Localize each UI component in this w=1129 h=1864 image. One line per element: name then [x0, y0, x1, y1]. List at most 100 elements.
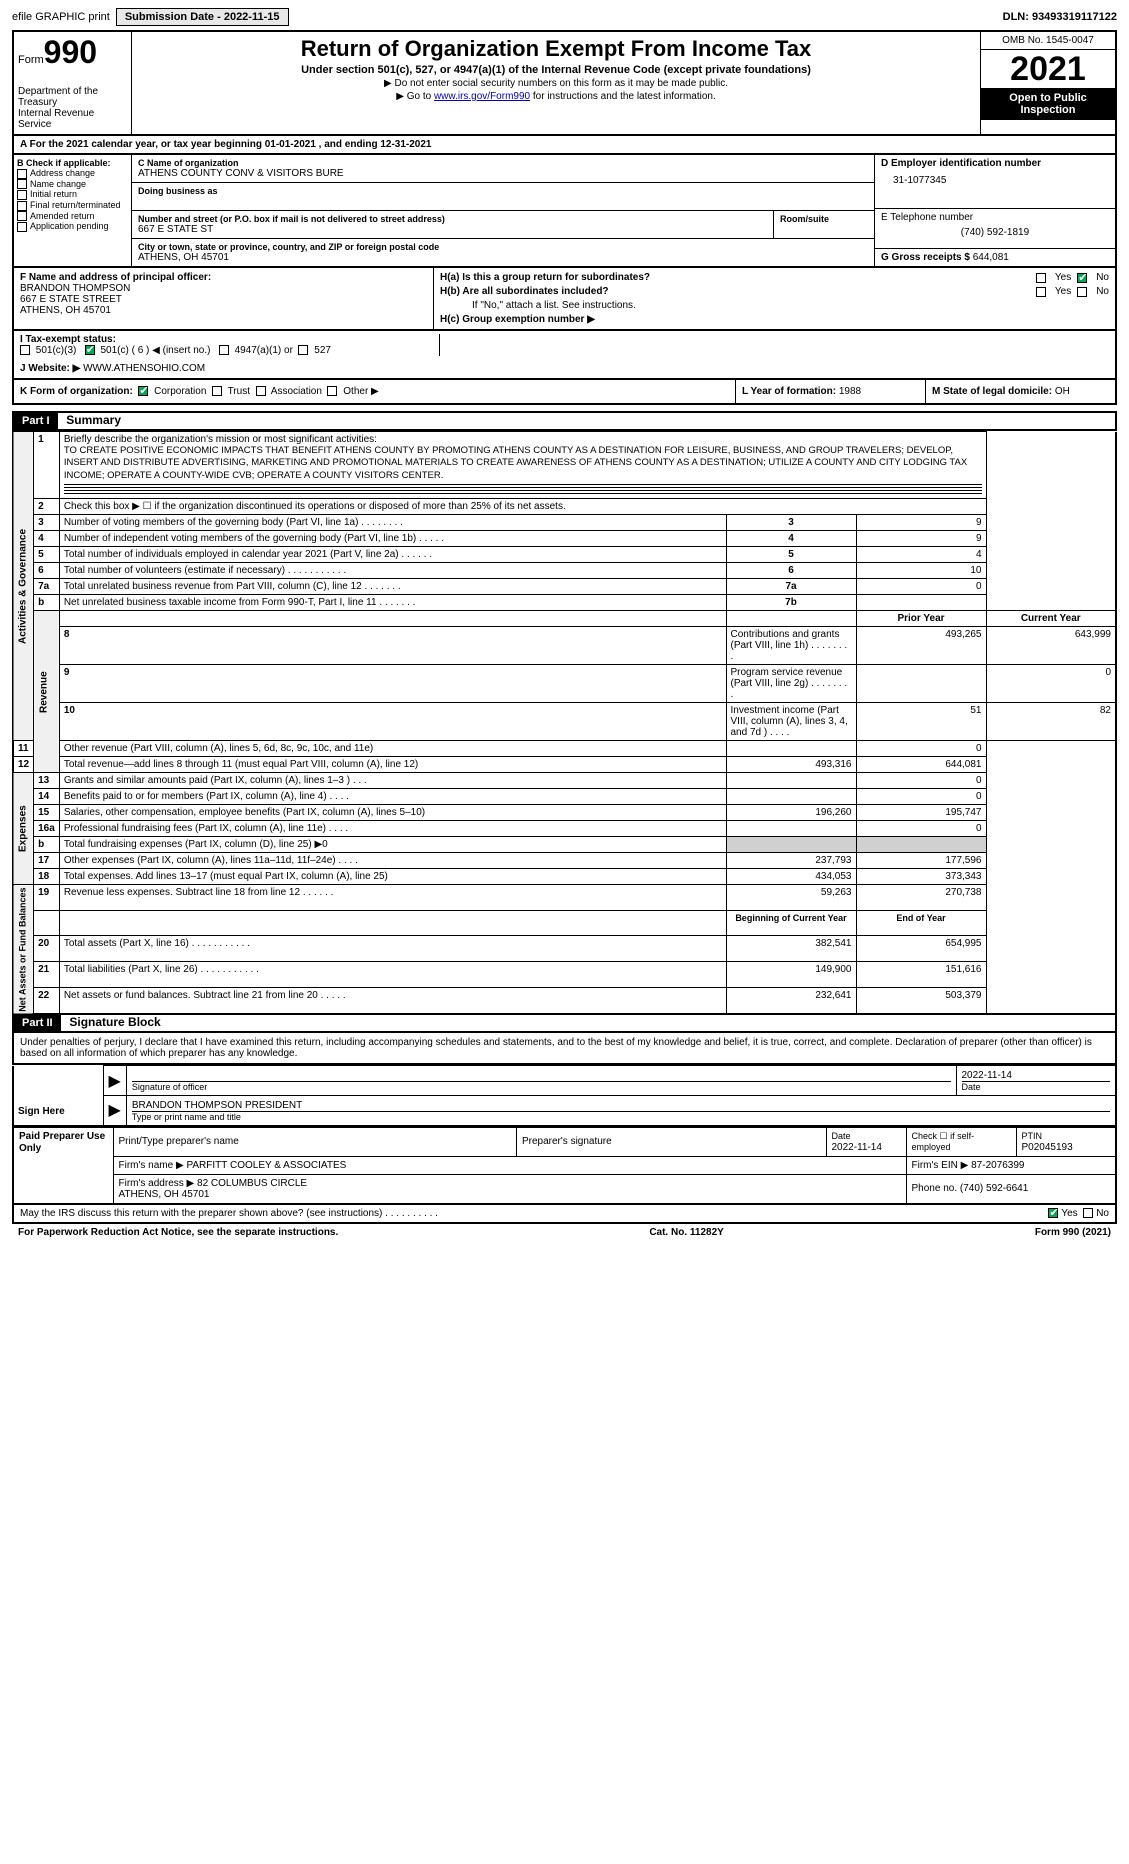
f-label: F Name and address of principal officer:: [20, 272, 427, 283]
line-2-num: 2: [38, 501, 44, 512]
top-bar: efile GRAPHIC print Submission Date - 20…: [12, 8, 1117, 26]
sig-date: 2022-11-14: [962, 1070, 1111, 1081]
dln-label: DLN: 93493319117122: [1003, 11, 1117, 23]
line-4-val: 9: [856, 531, 986, 547]
line-7a-text: Total unrelated business revenue from Pa…: [59, 579, 726, 595]
line-19-current: 270,738: [856, 885, 986, 911]
k-label: K Form of organization:: [20, 386, 133, 397]
k-trust: Trust: [228, 386, 250, 397]
line-11-prior: [726, 741, 856, 757]
cb-addr-change: Address change: [30, 168, 95, 178]
line-11-num: 11: [18, 743, 29, 754]
box-b: B Check if applicable: Address change Na…: [14, 155, 132, 266]
line-8-prior: 493,265: [856, 627, 986, 665]
form-title: Return of Organization Exempt From Incom…: [140, 36, 972, 62]
line-16b-prior: [726, 837, 856, 853]
city-state-zip: ATHENS, OH 45701: [138, 252, 868, 263]
officer-name: BRANDON THOMPSON: [20, 283, 427, 294]
line-16a-prior: [726, 821, 856, 837]
i-501c: 501(c) ( 6 ) ◀ (insert no.): [100, 345, 210, 356]
line-13-prior: [726, 773, 856, 789]
hc-label: H(c) Group exemption number ▶: [440, 314, 1109, 325]
k-assoc: Association: [271, 386, 322, 397]
line-19-num: 19: [38, 887, 49, 898]
sign-here-table: Sign Here ▶ Signature of officer 2022-11…: [12, 1065, 1117, 1127]
line-19-prior: 59,263: [726, 885, 856, 911]
open-public-badge: Open to Public Inspection: [981, 88, 1115, 120]
room-label: Room/suite: [780, 214, 868, 224]
hb-no: No: [1096, 286, 1109, 297]
tax-year: 2021: [981, 50, 1115, 88]
summary-table: Activities & Governance 1 Briefly descri…: [12, 431, 1117, 1015]
officer-addr1: 667 E STATE STREET: [20, 294, 427, 305]
mission-text: TO CREATE POSITIVE ECONOMIC IMPACTS THAT…: [64, 445, 967, 481]
cb-amended: Amended return: [30, 211, 95, 221]
sub3-pre: ▶ Go to: [396, 91, 434, 102]
line-14-current: 0: [856, 789, 986, 805]
form-number: 990: [44, 36, 97, 68]
line-6-num: 6: [38, 565, 44, 576]
k-corp: Corporation: [154, 386, 206, 397]
line-20-current: 654,995: [856, 935, 986, 961]
line-16b-num: b: [38, 839, 44, 850]
firm-addr-label: Firm's address ▶: [119, 1178, 195, 1189]
line-9-prior: [856, 665, 986, 703]
firm-name-label: Firm's name ▶: [119, 1160, 184, 1171]
city-label: City or town, state or province, country…: [138, 242, 868, 252]
line-18-num: 18: [38, 871, 49, 882]
firm-phone: (740) 592-6641: [960, 1183, 1028, 1194]
form-header: Form 990 Department of the Treasury Inte…: [12, 30, 1117, 136]
line-20-prior: 382,541: [726, 935, 856, 961]
line-4-num: 4: [38, 533, 44, 544]
sig-officer-label: Signature of officer: [132, 1081, 951, 1092]
line-12-num: 12: [18, 759, 29, 770]
website-value: WWW.ATHENSOHIO.COM: [83, 363, 205, 374]
line-13-num: 13: [38, 775, 49, 786]
sig-name-label: Type or print name and title: [132, 1111, 1110, 1122]
line-10-text: Investment income (Part VIII, column (A)…: [726, 703, 856, 741]
cb-initial: Initial return: [30, 189, 77, 199]
footer-left: For Paperwork Reduction Act Notice, see …: [18, 1227, 338, 1238]
line-5-num: 5: [38, 549, 44, 560]
revenue-label: Revenue: [34, 611, 60, 773]
firm-ein-label: Firm's EIN ▶: [912, 1160, 969, 1171]
subtitle-1: Under section 501(c), 527, or 4947(a)(1)…: [140, 64, 972, 76]
line-21-num: 21: [38, 964, 49, 975]
box-c: C Name of organization ATHENS COUNTY CON…: [132, 155, 875, 266]
begin-year-header: Beginning of Current Year: [726, 911, 856, 935]
declaration-text: Under penalties of perjury, I declare th…: [14, 1033, 1115, 1063]
subtitle-2: ▶ Do not enter social security numbers o…: [140, 78, 972, 89]
expenses-label: Expenses: [13, 773, 34, 885]
officer-addr2: ATHENS, OH 45701: [20, 305, 427, 316]
line-15-text: Salaries, other compensation, employee b…: [59, 805, 726, 821]
sig-name: BRANDON THOMPSON PRESIDENT: [132, 1100, 1110, 1111]
box-h: H(a) Is this a group return for subordin…: [434, 268, 1115, 329]
name-label: C Name of organization: [138, 158, 868, 168]
line-21-current: 151,616: [856, 961, 986, 987]
line-7b-text: Net unrelated business taxable income fr…: [59, 595, 726, 611]
cb-name-change: Name change: [30, 179, 86, 189]
line-8-num: 8: [64, 629, 70, 640]
discuss-text: May the IRS discuss this return with the…: [20, 1208, 1048, 1219]
submission-date-button[interactable]: Submission Date - 2022-11-15: [116, 8, 289, 26]
line-8-text: Contributions and grants (Part VIII, lin…: [726, 627, 856, 665]
m-value: OH: [1055, 386, 1070, 397]
line-6-box: 6: [726, 563, 856, 579]
line-22-current: 503,379: [856, 987, 986, 1014]
preparer-name-label: Print/Type preparer's name: [113, 1127, 516, 1156]
efile-label: efile GRAPHIC print: [12, 11, 110, 23]
ha-yes: Yes: [1055, 272, 1071, 283]
addr-label: Number and street (or P.O. box if mail i…: [138, 214, 767, 224]
firm-phone-label: Phone no.: [912, 1183, 958, 1194]
line-17-prior: 237,793: [726, 853, 856, 869]
line-22-prior: 232,641: [726, 987, 856, 1014]
ha-no: No: [1096, 272, 1109, 283]
self-employed-label: Check ☐ if self-employed: [906, 1127, 1016, 1156]
line-14-prior: [726, 789, 856, 805]
line-8-current: 643,999: [986, 627, 1116, 665]
line-18-prior: 434,053: [726, 869, 856, 885]
irs-link[interactable]: www.irs.gov/Form990: [434, 91, 530, 102]
line-14-text: Benefits paid to or for members (Part IX…: [59, 789, 726, 805]
ptin-label: PTIN: [1022, 1131, 1043, 1141]
line-16b-text: Total fundraising expenses (Part IX, col…: [59, 837, 726, 853]
